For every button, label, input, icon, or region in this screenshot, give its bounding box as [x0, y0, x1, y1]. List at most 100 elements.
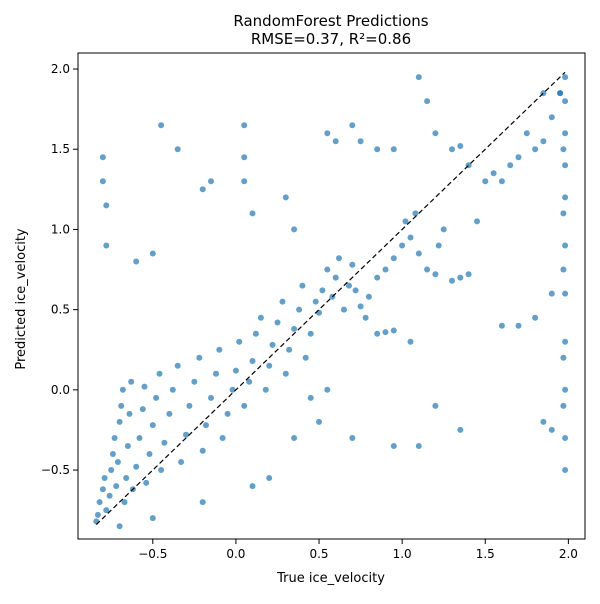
- data-point: [515, 154, 522, 161]
- data-point: [532, 314, 539, 321]
- data-point: [412, 210, 419, 217]
- data-point: [312, 298, 319, 305]
- data-point: [108, 467, 115, 473]
- data-point: [133, 258, 140, 265]
- data-point: [562, 290, 569, 297]
- data-point: [196, 354, 203, 361]
- data-point: [548, 426, 555, 433]
- data-point: [560, 210, 567, 217]
- x-tick-label: 0.0: [226, 547, 245, 561]
- data-point: [208, 178, 214, 185]
- x-tick-label: 2.0: [559, 547, 578, 561]
- data-point: [291, 435, 298, 441]
- data-point: [249, 358, 256, 364]
- data-point: [114, 459, 121, 465]
- data-point: [562, 98, 569, 105]
- data-point: [103, 507, 110, 514]
- data-point: [291, 226, 298, 233]
- data-point: [282, 194, 289, 201]
- data-point: [136, 435, 143, 441]
- data-point: [169, 386, 176, 393]
- data-point: [103, 242, 110, 249]
- data-point: [357, 303, 364, 310]
- data-point: [266, 362, 273, 369]
- data-point: [249, 210, 256, 217]
- data-point: [241, 402, 248, 409]
- data-point: [562, 242, 569, 249]
- data-point: [274, 319, 281, 326]
- data-point: [432, 271, 439, 278]
- data-point: [457, 426, 464, 433]
- data-point: [241, 122, 248, 129]
- data-point: [111, 435, 118, 441]
- data-point: [116, 523, 123, 530]
- data-point: [560, 354, 567, 361]
- data-point: [213, 370, 219, 377]
- data-point: [336, 255, 342, 262]
- plot-frame: [77, 52, 586, 540]
- data-point: [402, 218, 409, 225]
- data-point: [415, 74, 422, 81]
- data-point: [208, 394, 214, 401]
- data-point: [183, 431, 189, 438]
- data-point: [449, 277, 455, 284]
- data-point: [307, 330, 314, 337]
- y-axis-label: Predicted ice_velocity: [14, 228, 29, 370]
- data-point: [562, 130, 569, 137]
- x-tick-label: 1.0: [393, 547, 412, 561]
- data-point: [139, 406, 146, 413]
- data-point: [123, 475, 130, 481]
- data-point: [316, 418, 322, 425]
- data-point: [106, 492, 113, 499]
- data-point: [262, 386, 269, 393]
- data-point: [415, 250, 422, 257]
- x-tick-label: 1.5: [476, 547, 495, 561]
- data-point: [362, 314, 369, 321]
- data-point: [457, 274, 464, 281]
- data-point: [457, 143, 464, 149]
- data-point: [474, 218, 480, 225]
- data-point: [424, 266, 431, 273]
- data-point: [374, 274, 381, 281]
- data-point: [490, 170, 497, 177]
- data-point: [94, 511, 101, 518]
- data-point: [279, 298, 286, 305]
- data-point: [121, 499, 128, 506]
- data-point: [562, 467, 569, 473]
- data-point: [390, 443, 397, 449]
- data-point: [560, 266, 567, 273]
- data-point: [99, 486, 106, 493]
- data-point: [324, 130, 331, 137]
- data-point: [432, 130, 439, 137]
- data-point: [390, 327, 397, 334]
- data-point: [560, 402, 567, 409]
- data-point: [523, 130, 530, 137]
- y-tick-label: 2.0: [51, 62, 70, 76]
- y-tick-label: 0.5: [51, 303, 70, 317]
- data-point: [346, 282, 352, 289]
- data-point: [424, 98, 431, 105]
- data-point: [178, 459, 185, 465]
- data-point: [349, 261, 356, 268]
- data-point: [158, 122, 165, 129]
- data-point: [498, 322, 505, 329]
- data-point: [266, 475, 273, 481]
- data-point: [96, 499, 103, 506]
- data-point: [562, 386, 569, 393]
- data-point: [93, 518, 100, 525]
- data-point: [124, 443, 131, 449]
- data-point: [249, 483, 256, 490]
- data-point: [158, 467, 165, 473]
- data-point: [203, 422, 209, 429]
- data-point: [118, 402, 125, 409]
- data-point: [449, 146, 455, 153]
- data-point: [365, 293, 372, 300]
- data-point: [540, 418, 547, 425]
- chart-title: RandomForest Predictions: [233, 12, 428, 30]
- data-point: [186, 402, 193, 409]
- data-point: [540, 138, 547, 145]
- data-point: [236, 338, 243, 345]
- data-point: [153, 394, 160, 401]
